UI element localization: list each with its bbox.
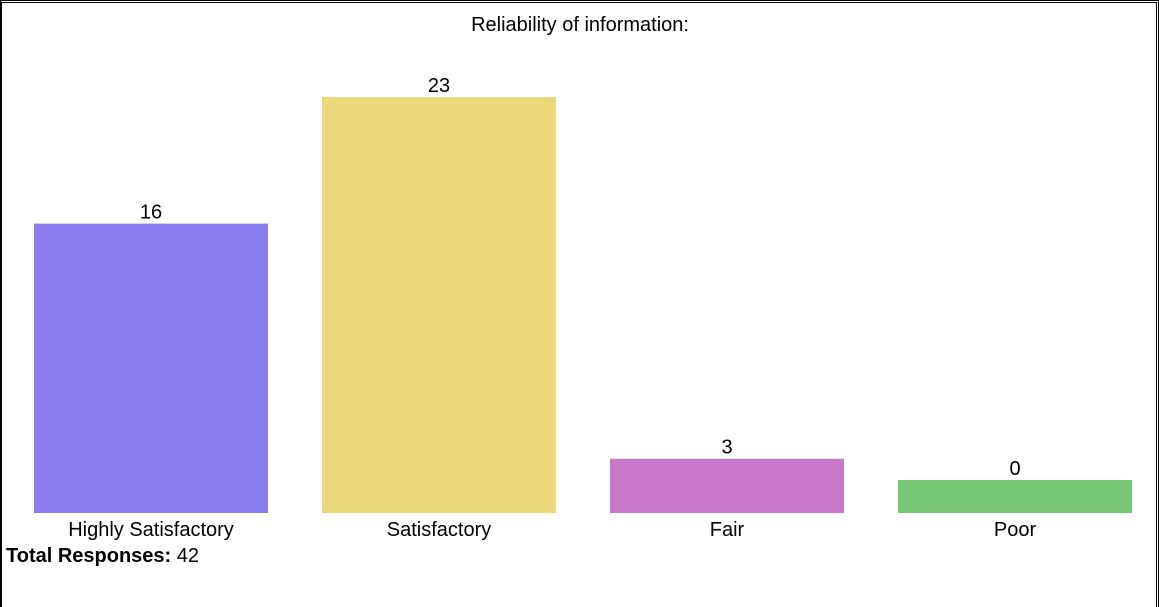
chart-title: Reliability of information: <box>471 14 689 36</box>
category-label-satisfactory: Satisfactory <box>387 519 491 541</box>
data-label-satisfactory: 23 <box>428 75 450 97</box>
bar-poor <box>898 480 1132 513</box>
total-responses: Total Responses: 42 <box>6 545 199 568</box>
data-label-poor: 0 <box>1009 458 1020 480</box>
category-label-poor: Poor <box>994 519 1037 541</box>
total-responses-label: Total Responses: <box>6 545 172 567</box>
data-label-fair: 3 <box>721 437 732 459</box>
bars-group: 16 Highly Satisfactory 23 Satisfactory 3 Fair… <box>34 75 1132 541</box>
bar-satisfactory <box>322 97 556 513</box>
category-label-fair: Fair <box>710 519 745 541</box>
bar-fair <box>610 458 844 513</box>
category-label-highly-satisfactory: Highly Satisfactory <box>68 519 234 541</box>
total-responses-value: 42 <box>176 545 200 567</box>
bar-highly-satisfactory <box>34 223 268 513</box>
data-label-highly-satisfactory: 16 <box>140 202 162 224</box>
